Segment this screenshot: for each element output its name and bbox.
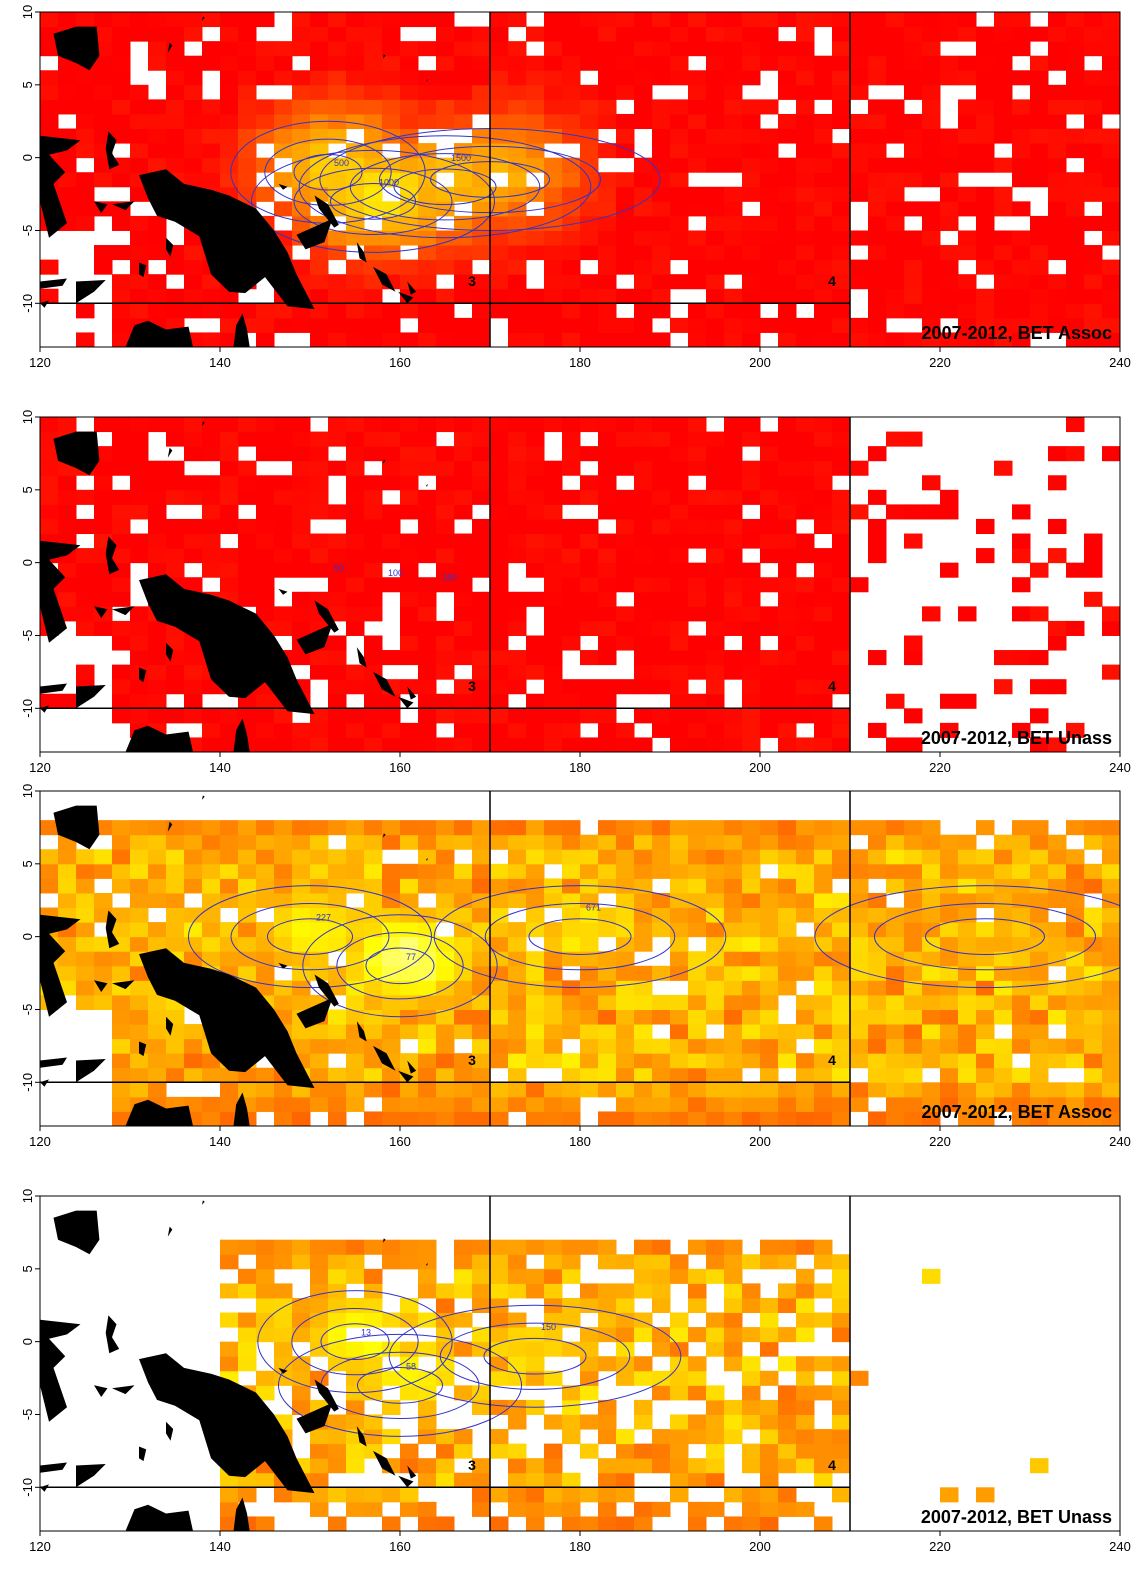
y-tick-label: -10 [20,294,35,313]
x-tick-label: 240 [1109,1539,1131,1554]
y-tick-label: 5 [20,486,35,493]
x-tick-label: 140 [209,355,231,370]
x-tick-label: 120 [29,760,51,775]
contour-label: 150 [442,572,457,582]
x-tick-label: 140 [209,1134,231,1149]
contour-lines [257,1290,682,1437]
contour-label: 1500 [451,153,471,163]
x-tick-label: 140 [209,760,231,775]
map-panel-3: 77 227 671 3 4 10 5 0 -5 -10 120 140 160 180 200 220 240… [20,784,1131,1149]
contour-label: 150 [541,1322,556,1332]
land-mass [40,1200,428,1531]
x-tick-label: 200 [749,1539,771,1554]
y-axis: 10 5 0 -5 -10 [20,1189,40,1497]
region-label-3: 3 [468,273,476,289]
y-tick-label: -5 [20,225,35,237]
catch-heatmap-cells [40,12,1120,347]
panel-label: 2007-2012, BET Unass [921,1507,1112,1527]
x-tick-label: 180 [569,355,591,370]
y-tick-label: 0 [20,154,35,161]
y-axis: 10 5 0 -5 -10 [20,784,40,1092]
y-tick-label: 10 [20,5,35,19]
x-tick-label: 160 [389,1539,411,1554]
contour-label: 671 [586,903,601,913]
contour-label: 227 [316,913,331,923]
region-label-4: 4 [828,1457,836,1473]
y-tick-label: -5 [20,1409,35,1421]
contour-label: 13 [361,1328,371,1338]
map-panel-4: 13 58 150 3 4 10 5 0 -5 -10 120 140 160 180 200 220 240 2… [20,1189,1131,1554]
y-tick-label: 0 [20,559,35,566]
y-tick-label: 10 [20,784,35,798]
y-tick-label: -10 [20,1073,35,1092]
region-boundaries [40,12,851,347]
map-panel-1: 500 1000 1500 3 4 10 5 0 -5 -10 120 140 160 180 200 220… [20,5,1131,370]
region-label-3: 3 [468,678,476,694]
y-tick-label: 0 [20,1338,35,1345]
y-tick-label: 5 [20,860,35,867]
catch-heatmap-cells [40,417,1120,752]
contour-label: 58 [406,1361,416,1371]
x-tick-label: 120 [29,355,51,370]
land-mass [40,16,428,347]
x-tick-label: 220 [929,760,951,775]
panel-label: 2007-2012, BET Unass [921,728,1112,748]
land-mass [40,795,428,1126]
panel-label: 2007-2012, BET Assoc [922,323,1112,343]
x-tick-label: 240 [1109,1134,1131,1149]
y-tick-label: 0 [20,933,35,940]
y-tick-label: 10 [20,410,35,424]
y-tick-label: -10 [20,699,35,718]
region-label-3: 3 [468,1457,476,1473]
region-boundaries [40,1196,851,1531]
x-tick-label: 180 [569,760,591,775]
contour-label: 100 [388,568,403,578]
x-tick-label: 220 [929,355,951,370]
region-boundaries [40,791,851,1126]
panel-label: 2007-2012, BET Assoc [922,1102,1112,1122]
x-tick-label: 120 [29,1539,51,1554]
y-tick-label: 10 [20,1189,35,1203]
contour-label: 50 [334,563,344,573]
y-tick-label: 5 [20,81,35,88]
land-mass [40,421,428,752]
x-tick-label: 180 [569,1134,591,1149]
contour-label: 1000 [379,177,399,187]
x-tick-label: 200 [749,760,771,775]
x-axis: 120 140 160 180 200 220 240 [29,347,1131,370]
region-label-4: 4 [828,1052,836,1068]
y-axis: 10 5 0 -5 -10 [20,5,40,313]
region-label-3: 3 [468,1052,476,1068]
x-tick-label: 160 [389,355,411,370]
x-tick-label: 240 [1109,355,1131,370]
x-tick-label: 140 [209,1539,231,1554]
y-tick-label: -5 [20,1004,35,1016]
x-tick-label: 240 [1109,760,1131,775]
x-tick-label: 160 [389,760,411,775]
x-tick-label: 160 [389,1134,411,1149]
x-tick-label: 120 [29,1134,51,1149]
y-tick-label: -5 [20,630,35,642]
x-tick-label: 180 [569,1539,591,1554]
y-axis: 10 5 0 -5 -10 [20,410,40,718]
x-axis: 120 140 160 180 200 220 240 [29,1126,1131,1149]
catch-heatmap-cells [220,1239,1049,1531]
contour-label: 77 [406,952,416,962]
region-label-4: 4 [828,273,836,289]
region-boundaries [40,417,851,752]
y-tick-label: -10 [20,1478,35,1497]
x-tick-label: 220 [929,1539,951,1554]
y-tick-label: 5 [20,1265,35,1272]
x-tick-label: 200 [749,355,771,370]
x-axis: 120 140 160 180 200 220 240 [29,1531,1131,1554]
region-label-4: 4 [828,678,836,694]
contour-label: 500 [334,158,349,168]
x-tick-label: 220 [929,1134,951,1149]
contour-lines [188,885,1120,1018]
x-axis: 120 140 160 180 200 220 240 [29,752,1131,775]
x-tick-label: 200 [749,1134,771,1149]
